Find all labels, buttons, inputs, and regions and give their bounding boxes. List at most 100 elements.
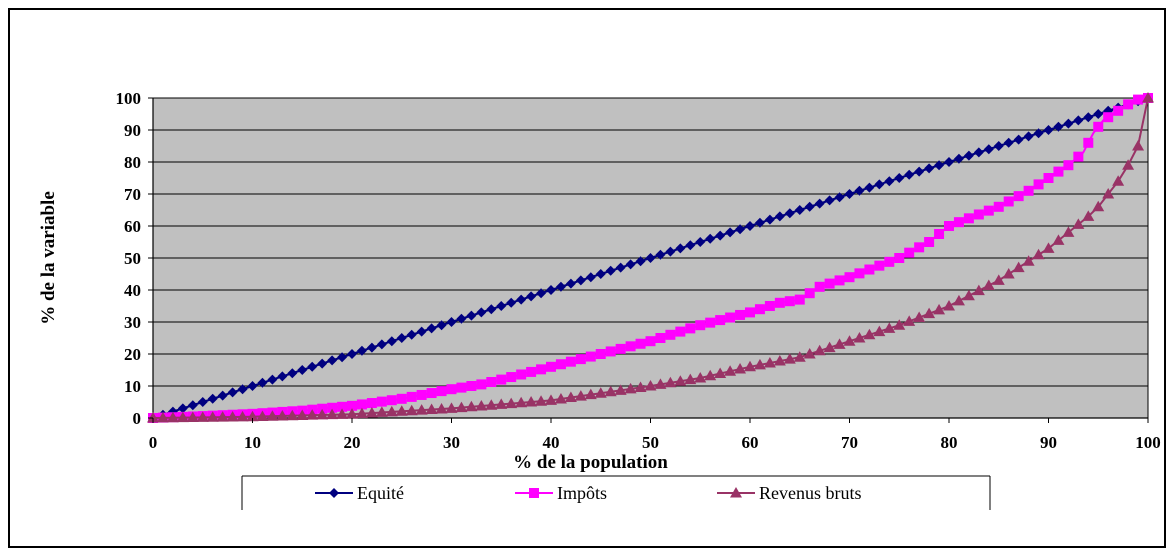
series-1-point-59 xyxy=(735,309,746,320)
series-2-point-76 xyxy=(903,315,916,326)
series-1-point-53 xyxy=(675,326,686,337)
series-2-point-10 xyxy=(246,410,259,422)
series-1-point-95 xyxy=(1093,121,1104,132)
series-1-point-38 xyxy=(526,366,537,377)
series-0-point-33 xyxy=(476,307,487,318)
series-1-point-21 xyxy=(356,399,367,410)
series-1-point-45 xyxy=(595,349,606,359)
series-0-point-20 xyxy=(347,349,357,359)
series-1-point-84 xyxy=(983,205,994,216)
series-1-point-33 xyxy=(476,379,487,390)
series-0-point-4 xyxy=(187,400,198,411)
legend-entry-1: Impôts xyxy=(515,483,607,503)
series-2-point-72 xyxy=(863,328,876,340)
series-2-point-20 xyxy=(346,408,358,419)
series-2-point-43 xyxy=(574,390,587,401)
series-1-point-36 xyxy=(506,372,517,383)
y-tick-label-50: 50 xyxy=(124,249,141,268)
series-0-point-31 xyxy=(456,313,467,324)
series-1-point-63 xyxy=(774,297,785,308)
series-2-point-44 xyxy=(584,388,597,400)
series-1-point-93 xyxy=(1073,151,1084,162)
series-0-point-47 xyxy=(615,262,626,273)
series-2-point-15 xyxy=(296,409,309,420)
series-2-point-85 xyxy=(992,274,1005,285)
series-2-point-80 xyxy=(943,300,955,311)
series-1-point-56 xyxy=(705,317,716,328)
series-1-point-51 xyxy=(655,333,666,343)
plot-area xyxy=(147,92,1154,423)
series-2-point-58 xyxy=(724,365,737,376)
series-0-point-10 xyxy=(247,381,258,391)
series-0-point-80 xyxy=(944,157,954,167)
series-2-point-50 xyxy=(644,380,657,391)
series-2-point-98 xyxy=(1122,159,1135,170)
series-0-point-45 xyxy=(595,269,606,279)
axis-ticks: 0 10 20 30 40 50 60 70 80 90 100 0 10 20 30 40 50 60 70 80 9… xyxy=(116,89,1161,452)
series-0-point-14 xyxy=(287,368,298,379)
series-0-point-87 xyxy=(1013,134,1024,145)
series-1-point-46 xyxy=(605,346,616,357)
series-2-point-5 xyxy=(196,411,209,422)
y-tick-label-80: 80 xyxy=(124,153,141,172)
series-1-point-86 xyxy=(1003,196,1014,207)
legend-swatch-marker-1 xyxy=(529,488,539,498)
series-2-point-95 xyxy=(1092,200,1105,212)
series-1-point-42 xyxy=(565,356,576,367)
chart-svg: 0 10 20 30 40 50 60 70 80 90 100 0 10 20 30 40 50 60 70 80 9… xyxy=(38,89,1161,510)
series-1-point-89 xyxy=(1033,179,1044,190)
series-0-point-86 xyxy=(1003,137,1014,148)
series-2-point-26 xyxy=(405,404,418,416)
series-2-point-74 xyxy=(883,322,896,333)
series-2-point-78 xyxy=(923,307,936,319)
series-0-point-78 xyxy=(924,163,935,174)
series-0-point-56 xyxy=(705,233,716,244)
series-2-point-83 xyxy=(972,284,985,296)
series-0-point-64 xyxy=(784,208,795,219)
y-tick-label-100: 100 xyxy=(116,89,142,108)
series-2-point-46 xyxy=(604,385,617,397)
series-0-point-9 xyxy=(237,384,248,395)
series-0-point-17 xyxy=(317,358,328,369)
series-2-point-67 xyxy=(813,344,826,356)
series-2-point-65 xyxy=(793,351,806,362)
series-1-point-74 xyxy=(884,256,895,267)
series-1-point-61 xyxy=(754,304,765,315)
series-1-point-69 xyxy=(834,275,845,286)
chart-frame: 0 10 20 30 40 50 60 70 80 90 100 0 10 20 30 40 50 60 70 80 9… xyxy=(8,8,1166,548)
series-0-point-53 xyxy=(675,243,686,254)
series-0-point-15 xyxy=(297,365,308,375)
series-0-point-36 xyxy=(506,297,517,308)
x-tick-label-50: 50 xyxy=(642,433,659,452)
series-2-point-71 xyxy=(853,332,866,343)
series-2-point-92 xyxy=(1062,226,1075,237)
series-1-point-22 xyxy=(366,398,377,409)
series-2-point-9 xyxy=(236,410,249,422)
x-tick-label-100: 100 xyxy=(1135,433,1161,452)
series-2-point-86 xyxy=(1002,268,1015,279)
series-2-point-25 xyxy=(395,405,408,416)
legend-entry-0: Equité xyxy=(315,483,404,503)
series-2-point-40 xyxy=(545,394,557,405)
series-0-point-50 xyxy=(645,253,656,263)
series-0-point-54 xyxy=(685,240,696,251)
series-1-point-98 xyxy=(1123,99,1134,110)
series-1-point-97 xyxy=(1113,105,1124,116)
series-2-point-28 xyxy=(425,403,438,415)
series-0-point-21 xyxy=(356,345,367,356)
series-0-point-46 xyxy=(605,265,616,276)
series-2-point-29 xyxy=(435,402,448,414)
series-0-point-7 xyxy=(217,390,228,401)
series-0-point-28 xyxy=(426,323,437,334)
x-tick-label-70: 70 xyxy=(841,433,858,452)
y-axis-title: % de la variable xyxy=(38,191,59,325)
series-0-point-41 xyxy=(555,281,566,292)
series-0-point-55 xyxy=(695,237,706,247)
series-1-point-78 xyxy=(924,237,935,247)
series-2-point-0 xyxy=(147,412,159,423)
series-0-point-62 xyxy=(764,214,775,225)
series-0-point-19 xyxy=(337,352,348,363)
series-2-point-24 xyxy=(385,405,398,417)
series-2-point-1 xyxy=(156,411,169,423)
series-2-point-54 xyxy=(684,373,697,385)
